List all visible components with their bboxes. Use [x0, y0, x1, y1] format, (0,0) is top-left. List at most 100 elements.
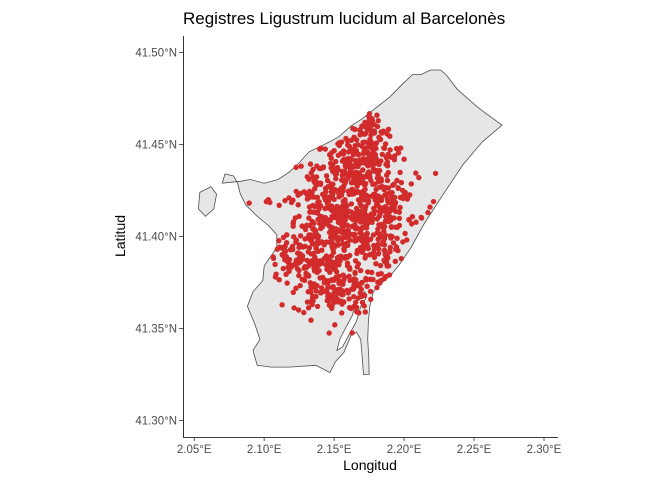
observation-point: [384, 131, 390, 137]
observation-point: [395, 185, 401, 192]
observation-point: [345, 149, 352, 155]
observation-point: [321, 256, 327, 262]
observation-point: [325, 265, 331, 271]
observation-point: [398, 255, 404, 262]
observation-point: [413, 219, 419, 225]
observation-point: [393, 145, 400, 152]
observation-point: [358, 286, 364, 293]
observation-point: [362, 309, 368, 315]
observation-point: [362, 130, 369, 137]
observation-point: [318, 203, 324, 209]
observation-point: [407, 192, 413, 198]
observation-point: [366, 169, 372, 175]
observation-point: [416, 174, 422, 181]
observation-point: [295, 307, 302, 313]
observation-point: [427, 204, 433, 210]
chart-title: Registres Ligustrum lucidum al Barcelonè…: [183, 9, 505, 28]
observation-point: [313, 283, 319, 290]
axes: 2.05°E 2.10°E 2.15°E 2.20°E 2.25°E 2.30°E 41.…: [135, 36, 562, 456]
map-layer: [197, 69, 503, 375]
observation-point: [394, 235, 400, 241]
observation-point: [298, 190, 304, 197]
observation-point: [316, 267, 322, 274]
x-tick-label: 2.05°E: [177, 444, 212, 456]
observation-point: [246, 200, 252, 206]
observation-point: [365, 269, 371, 275]
observation-point: [400, 239, 406, 245]
observation-point: [352, 238, 358, 244]
observation-point: [276, 202, 282, 208]
x-tick-label: 2.15°E: [317, 444, 352, 456]
observation-point: [354, 188, 360, 194]
observation-point: [310, 226, 316, 232]
observation-point: [301, 277, 308, 283]
observation-point: [394, 177, 400, 184]
observation-point: [306, 204, 313, 210]
observation-point: [367, 276, 373, 282]
observation-point: [371, 254, 378, 260]
observation-point: [335, 242, 341, 248]
observation-point: [362, 215, 368, 221]
observation-point: [374, 175, 381, 181]
observation-point: [354, 250, 360, 257]
x-tick-label: 2.25°E: [457, 444, 492, 456]
observation-point: [375, 246, 382, 252]
observation-point: [364, 230, 370, 237]
observation-points: [246, 111, 439, 336]
observation-point: [313, 288, 319, 294]
observation-point: [317, 275, 323, 281]
observation-point: [362, 186, 368, 192]
observation-point: [341, 230, 347, 236]
observation-point: [370, 156, 377, 162]
observation-point: [336, 262, 342, 268]
observation-point: [333, 175, 339, 182]
y-tick-label: 41.30°N: [135, 415, 177, 427]
observation-point: [378, 129, 384, 135]
observation-point: [301, 309, 307, 316]
observation-point: [276, 277, 282, 283]
observation-point: [326, 194, 332, 200]
observation-point: [353, 299, 359, 305]
observation-point: [366, 117, 372, 124]
observation-point: [335, 299, 341, 305]
observation-point: [338, 253, 344, 259]
observation-point: [279, 302, 285, 308]
observation-point: [286, 195, 292, 201]
observation-point: [348, 209, 354, 215]
x-axis-label: Longitud: [343, 457, 397, 473]
observation-point: [374, 284, 380, 291]
observation-point: [346, 296, 352, 302]
observation-point: [283, 240, 290, 246]
observation-point: [340, 188, 346, 194]
observation-point: [281, 246, 287, 253]
observation-point: [366, 111, 373, 117]
observation-point: [341, 182, 347, 189]
observation-point: [375, 279, 381, 285]
observation-point: [307, 280, 313, 286]
observation-point: [342, 198, 348, 205]
observation-point: [346, 304, 353, 311]
observation-point: [293, 188, 299, 195]
observation-point: [368, 211, 375, 217]
observation-point: [327, 205, 333, 211]
observation-point: [326, 217, 333, 223]
observation-point: [305, 305, 312, 311]
observation-point: [314, 258, 320, 264]
observation-point: [315, 233, 322, 239]
observation-point: [306, 245, 313, 251]
observation-point: [309, 258, 315, 264]
observation-point: [371, 242, 377, 249]
observation-point: [363, 157, 370, 163]
observation-point: [302, 264, 308, 270]
observation-point: [375, 251, 381, 257]
observation-point: [306, 176, 312, 182]
observation-point: [381, 223, 388, 230]
observation-point: [336, 280, 342, 286]
x-ticks: 2.05°E 2.10°E 2.15°E 2.20°E 2.25°E 2.30°E: [177, 437, 562, 456]
observation-point: [377, 136, 384, 143]
observation-point: [432, 170, 439, 177]
observation-point: [357, 196, 364, 202]
observation-point: [356, 213, 362, 220]
y-ticks: 41.30°N 41.35°N 41.40°N 41.45°N 41.50°N: [135, 48, 183, 427]
